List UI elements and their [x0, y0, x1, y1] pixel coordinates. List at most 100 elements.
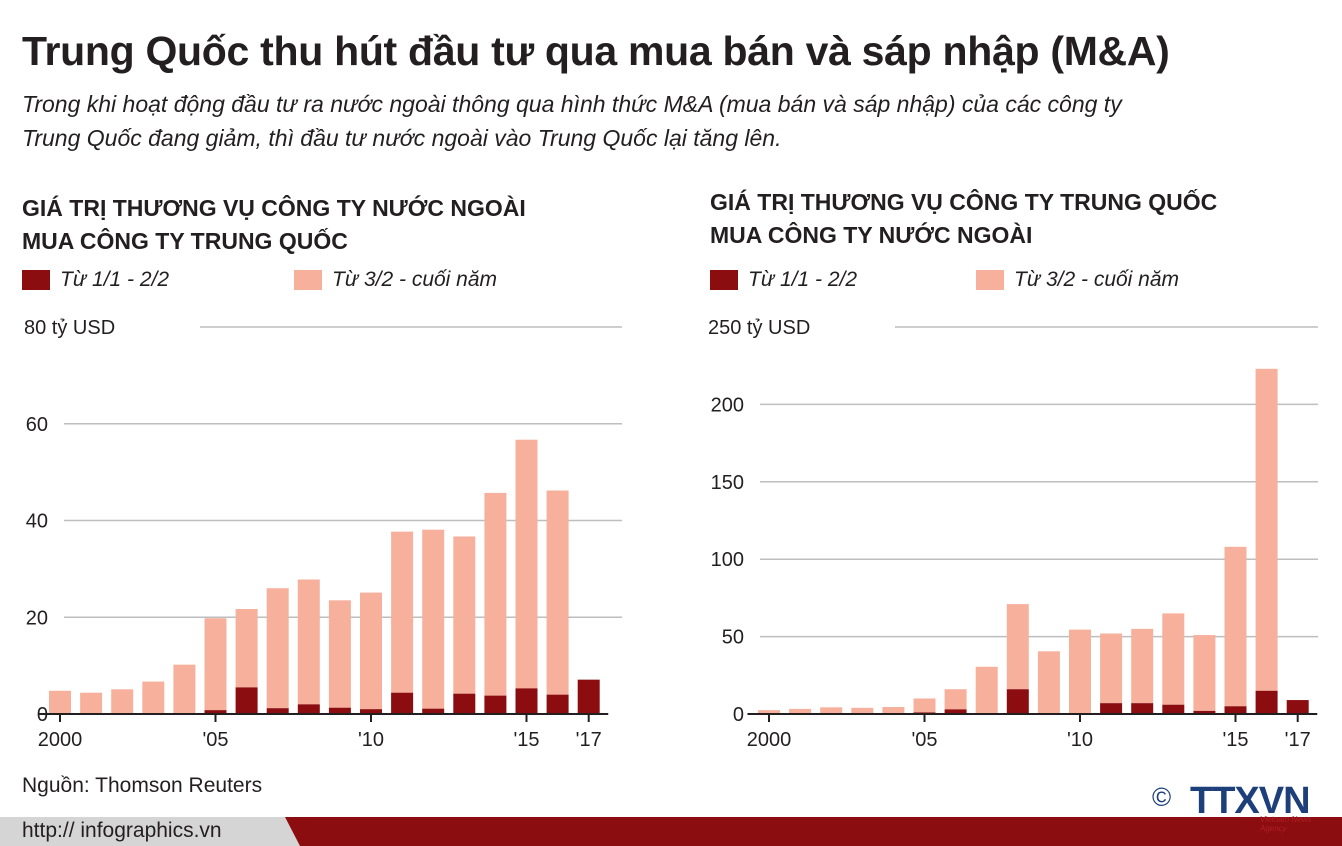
- bar-early-2012: [1131, 703, 1154, 714]
- chart-2-plot: 0 50 100 150 200 250 tỷ USD 2000 '05 '10 '15 '17: [708, 317, 1318, 751]
- legend-swatch-dark: [22, 270, 50, 290]
- bar-late-2009: [328, 600, 351, 708]
- bar-late-2008: [297, 579, 320, 705]
- bar-early-2008: [1006, 689, 1029, 714]
- chart-1-title-line-2: MUA CÔNG TY TRUNG QUỐC: [22, 228, 348, 254]
- bar-early-2007: [266, 708, 289, 714]
- legend-swatch-light: [976, 270, 1004, 290]
- bar-late-2001: [80, 692, 103, 714]
- chart-1-legend-item-late: Từ 3/2 - cuối năm: [294, 268, 497, 292]
- page-subtitle: Trong khi hoạt động đầu tư ra nước ngoài…: [22, 87, 1322, 155]
- x-tick-label: '10: [358, 729, 384, 751]
- bar-early-2006: [944, 709, 967, 714]
- bar-early-2010: [360, 709, 382, 714]
- y-tick-label: 200: [711, 394, 744, 416]
- legend-label: Từ 1/1 - 2/2: [748, 268, 858, 291]
- bar-early-2016: [546, 694, 569, 714]
- bar-late-2004: [173, 664, 196, 714]
- chart-2-legend: Từ 1/1 - 2/2 Từ 3/2 - cuối năm: [710, 268, 1330, 294]
- x-tick-label: 2000: [38, 729, 83, 751]
- page-title: Trung Quốc thu hút đầu tư qua mua bán và…: [22, 28, 1170, 74]
- chart-2-title-line-1: GIÁ TRỊ THƯƠNG VỤ CÔNG TY TRUNG QUỐC: [710, 189, 1218, 215]
- bar-late-2004: [882, 707, 905, 714]
- x-tick-label: '17: [1285, 729, 1311, 751]
- bar-late-2002: [111, 689, 134, 714]
- y-tick-label: 150: [711, 472, 744, 494]
- bar-early-2013: [453, 693, 476, 714]
- chart-2-legend-item-early: Từ 1/1 - 2/2: [710, 268, 857, 292]
- source-note: Nguồn: Thomson Reuters: [22, 774, 263, 797]
- chart-1-legend: Từ 1/1 - 2/2 Từ 3/2 - cuối năm: [22, 268, 642, 294]
- bar-early-2011: [1100, 703, 1123, 714]
- chart-2-title-line-2: MUA CÔNG TY NƯỚC NGOÀI: [710, 222, 1033, 248]
- ttxvn-logo: © TTXVN Vietnam News Agency: [1152, 778, 1324, 833]
- footer-url-tab: [0, 817, 300, 846]
- y-tick-label: 250 tỷ USD: [708, 317, 810, 339]
- bar-late-2012: [1131, 628, 1154, 704]
- x-tick-label: '05: [202, 729, 228, 751]
- y-tick-label: 0: [733, 704, 744, 726]
- bar-early-2008: [297, 704, 320, 714]
- y-tick-label: 40: [26, 511, 48, 533]
- legend-label: Từ 3/2 - cuối năm: [332, 268, 498, 291]
- legend-swatch-light: [294, 270, 322, 290]
- footer-url-link[interactable]: http:// infographics.vn: [22, 819, 222, 842]
- bar-early-2017: [1286, 700, 1309, 714]
- bar-early-2005: [204, 710, 227, 714]
- chart-1-title-line-1: GIÁ TRỊ THƯƠNG VỤ CÔNG TY NƯỚC NGOÀI: [22, 195, 526, 221]
- bar-late-2014: [484, 492, 507, 696]
- bar-late-2000: [49, 690, 71, 714]
- legend-swatch-dark: [710, 270, 738, 290]
- x-tick-label: '17: [576, 729, 602, 751]
- bar-late-2010: [360, 592, 382, 710]
- bar-late-2005: [204, 618, 227, 711]
- bar-early-2015: [1224, 706, 1247, 714]
- y-tick-label: 20: [26, 607, 48, 629]
- bar-early-2012: [422, 708, 445, 714]
- bar-early-2009: [328, 707, 351, 714]
- logo-wordmark: TTXVN: [1190, 780, 1311, 822]
- bar-late-2007: [266, 588, 289, 709]
- bar-late-2007: [975, 666, 998, 714]
- chart-2-legend-item-late: Từ 3/2 - cuối năm: [976, 268, 1179, 292]
- logo-tagline: Vietnam News Agency: [1260, 815, 1312, 833]
- subtitle-line-1: Trong khi hoạt động đầu tư ra nước ngoài…: [22, 91, 1122, 117]
- bar-late-2013: [1162, 613, 1185, 705]
- bar-early-2013: [1162, 704, 1185, 714]
- chart-1-legend-item-early: Từ 1/1 - 2/2: [22, 268, 169, 292]
- bar-late-2011: [1100, 633, 1123, 704]
- bar-late-2006: [235, 609, 258, 688]
- bar-early-2006: [235, 687, 258, 714]
- bar-early-2015: [515, 688, 538, 714]
- y-tick-label: 60: [26, 414, 48, 436]
- bar-late-2012: [422, 529, 445, 709]
- y-tick-label: 100: [711, 549, 744, 571]
- copyright-icon: ©: [1152, 782, 1172, 812]
- bar-early-2014: [484, 695, 507, 714]
- bar-late-2013: [453, 536, 476, 694]
- bar-early-2014: [1193, 710, 1216, 714]
- chart-1-title: GIÁ TRỊ THƯƠNG VỤ CÔNG TY NƯỚC NGOÀI MUA…: [22, 192, 526, 258]
- bar-early-2016: [1255, 690, 1278, 714]
- y-tick-label: 80 tỷ USD: [24, 317, 115, 339]
- legend-label: Từ 1/1 - 2/2: [60, 268, 170, 291]
- bar-late-2016: [546, 490, 569, 695]
- x-tick-label: '15: [513, 729, 539, 751]
- bar-late-2000: [758, 710, 780, 714]
- bar-late-2008: [1006, 604, 1029, 690]
- x-tick-label: '10: [1067, 729, 1093, 751]
- bar-late-2010: [1069, 629, 1091, 714]
- y-tick-label: 50: [722, 627, 744, 649]
- bar-late-2006: [944, 689, 967, 710]
- chart-2-title: GIÁ TRỊ THƯƠNG VỤ CÔNG TY TRUNG QUỐC MUA…: [710, 186, 1217, 252]
- bar-late-2001: [789, 708, 812, 714]
- bar-early-2011: [391, 692, 414, 714]
- bar-late-2011: [391, 531, 414, 693]
- bar-early-2017: [577, 679, 600, 714]
- bar-late-2014: [1193, 635, 1216, 711]
- bar-late-2002: [820, 707, 843, 714]
- bar-late-2003: [851, 707, 874, 714]
- subtitle-line-2: Trung Quốc đang giảm, thì đầu tư nước ng…: [22, 125, 782, 151]
- bar-late-2015: [1224, 546, 1247, 707]
